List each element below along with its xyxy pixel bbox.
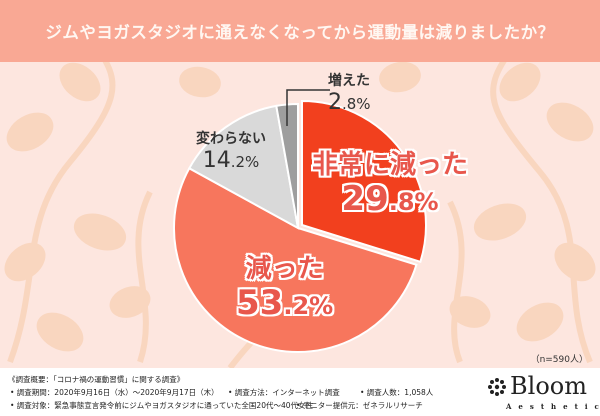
survey-summary: 《調査概要：「コロナ禍の運動習慣」に関する調査》 (8, 375, 185, 384)
survey-provider: • モニター提供元：ゼネラルリサーチ (296, 401, 423, 410)
label-unchanged: 変わらない 14.2% (196, 132, 266, 172)
survey-target: • 調査対象：緊急事態宣言発令前にジムやヨガスタジオに通っていた全国20代～40… (10, 401, 314, 410)
label-decreased-value: 53.2% (236, 283, 334, 323)
label-unchanged-value: 14.2% (202, 148, 260, 173)
callout-line (286, 89, 330, 126)
survey-method: • 調査方法：インターネット調査 (228, 388, 340, 397)
slice-unchanged (187, 104, 300, 230)
label-increased-name: 増えた (328, 73, 370, 89)
label-increased: 増えた 2.8% (328, 74, 371, 114)
logo-wordmark: Bloom (510, 372, 587, 400)
label-decreased-name: 減った (245, 254, 324, 284)
label-decreased: 減った 53.2% (236, 256, 333, 320)
chart-area: 増えた 2.8% 変わらない 14.2% 非常に減った 29.8% 減った 53… (0, 62, 600, 368)
slice-greatly-decreased (301, 99, 427, 264)
survey-period: • 調査期間：2020年9月16日（水）～2020年9月17日（木） (10, 388, 219, 397)
pie-chart (173, 89, 427, 353)
flower-icon (488, 378, 506, 396)
bloom-aesthetic-logo: Bloom Aesthetic (486, 372, 599, 414)
header-bar: ジムやヨガスタジオに通えなくなってから運動量は減りましたか？ (0, 0, 600, 62)
label-unchanged-name: 変わらない (196, 131, 266, 147)
label-greatly-decreased-value: 29.8% (341, 179, 439, 219)
chart-title: ジムやヨガスタジオに通えなくなってから運動量は減りましたか？ (45, 23, 555, 42)
survey-respondents: • 調査人数：1,058人 (360, 388, 434, 397)
slice-decreased (173, 166, 418, 353)
label-increased-value: 2.8% (328, 90, 371, 115)
logo-subtitle: Aesthetic (506, 402, 600, 411)
label-greatly-decreased: 非常に減った 29.8% (312, 152, 468, 216)
label-greatly-decreased-name: 非常に減った (312, 150, 469, 180)
leaf-pattern-background (4, 62, 596, 368)
sample-size-note: （n=590人） (530, 355, 588, 365)
